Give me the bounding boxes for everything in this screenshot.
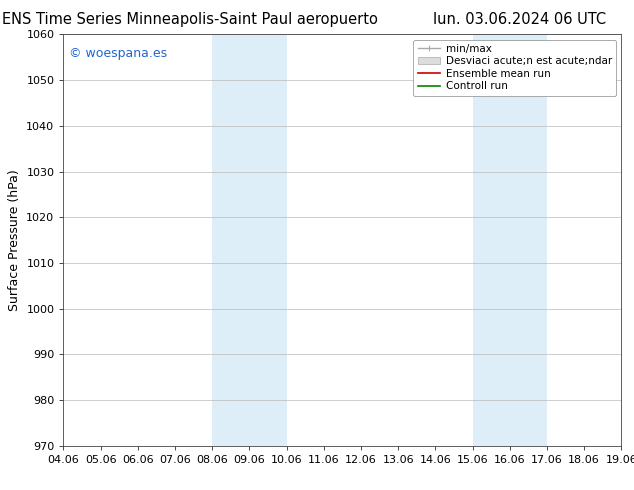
Text: lun. 03.06.2024 06 UTC: lun. 03.06.2024 06 UTC	[433, 12, 607, 27]
Y-axis label: Surface Pressure (hPa): Surface Pressure (hPa)	[8, 169, 21, 311]
Legend: min/max, Desviaci acute;n est acute;ndar, Ensemble mean run, Controll run: min/max, Desviaci acute;n est acute;ndar…	[413, 40, 616, 96]
Text: © woespana.es: © woespana.es	[69, 47, 167, 60]
Text: ENS Time Series Minneapolis-Saint Paul aeropuerto: ENS Time Series Minneapolis-Saint Paul a…	[3, 12, 378, 27]
Bar	[212, 34, 287, 446]
Bar	[472, 34, 547, 446]
